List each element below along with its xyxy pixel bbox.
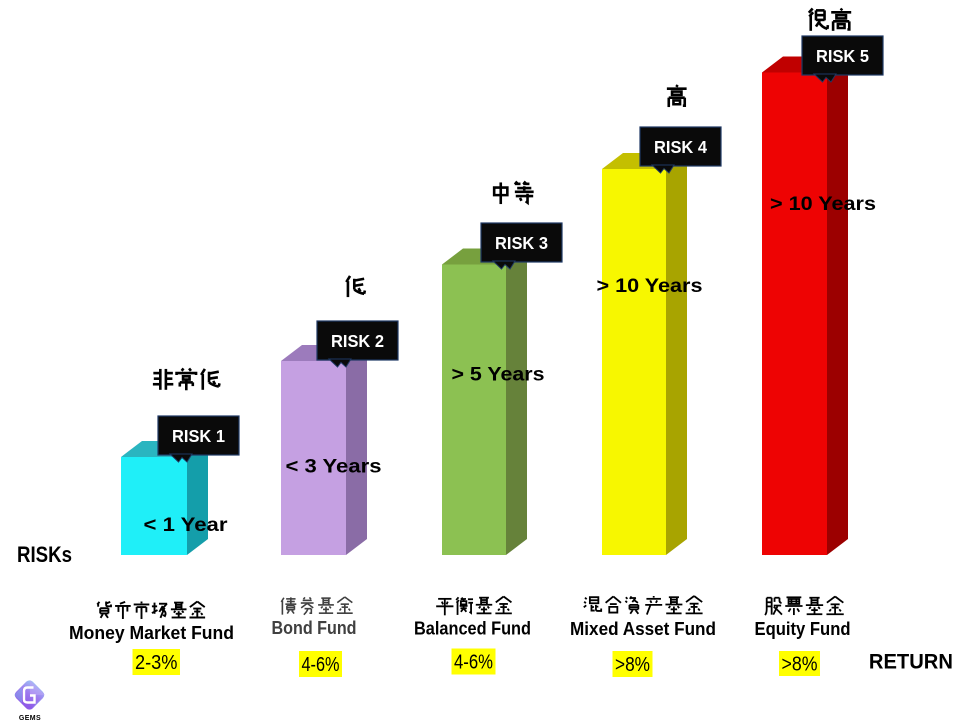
svg-text:RISK 3: RISK 3 <box>495 233 548 253</box>
svg-text:RETURN: RETURN <box>869 651 953 674</box>
svg-text:RISK 2: RISK 2 <box>331 331 384 351</box>
svg-text:Money Market Fund: Money Market Fund <box>69 623 234 643</box>
svg-text:Equity Fund: Equity Fund <box>755 619 851 639</box>
svg-text:GEMS: GEMS <box>19 715 41 720</box>
svg-text:4-6%: 4-6% <box>302 654 340 676</box>
svg-text:> 10 Years: > 10 Years <box>770 193 876 215</box>
svg-text:2-3%: 2-3% <box>135 652 178 674</box>
svg-text:Mixed Asset Fund: Mixed Asset Fund <box>570 619 716 639</box>
svg-text:>8%: >8% <box>782 654 818 676</box>
svg-text:> 10 Years: > 10 Years <box>597 275 703 297</box>
svg-text:RISK 4: RISK 4 <box>654 137 707 157</box>
svg-text:RISKs: RISKs <box>17 542 72 567</box>
svg-text:< 3 Years: < 3 Years <box>286 456 382 478</box>
svg-text:RISK 5: RISK 5 <box>816 46 869 66</box>
svg-text:Bond Fund: Bond Fund <box>272 618 357 638</box>
svg-text:Balanced Fund: Balanced Fund <box>414 619 531 639</box>
svg-text:>8%: >8% <box>615 654 650 676</box>
svg-text:4-6%: 4-6% <box>454 652 493 674</box>
svg-text:< 1 Year: < 1 Year <box>144 514 228 536</box>
svg-text:RISK 1: RISK 1 <box>172 426 225 446</box>
svg-text:> 5 Years: > 5 Years <box>452 364 545 386</box>
